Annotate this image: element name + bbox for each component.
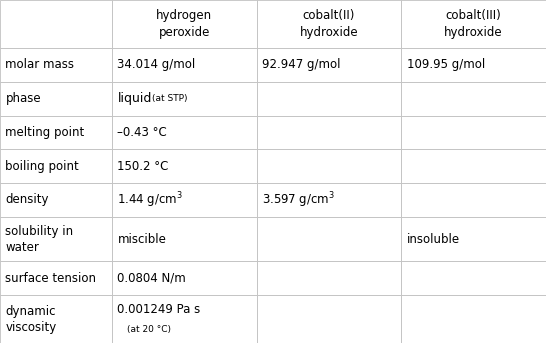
Text: solubility in
water: solubility in water xyxy=(5,225,74,253)
Bar xyxy=(401,48,546,82)
Bar xyxy=(112,116,257,149)
Text: miscible: miscible xyxy=(117,233,167,246)
Bar xyxy=(112,261,257,295)
Text: 1.44 g/cm$^3$: 1.44 g/cm$^3$ xyxy=(117,190,183,210)
Text: insoluble: insoluble xyxy=(407,233,460,246)
Text: melting point: melting point xyxy=(5,126,85,139)
Text: 150.2 °C: 150.2 °C xyxy=(117,160,169,173)
Bar xyxy=(112,82,257,116)
Text: 0.001249 Pa s: 0.001249 Pa s xyxy=(117,303,200,316)
Text: hydrogen
peroxide: hydrogen peroxide xyxy=(156,9,212,39)
Bar xyxy=(401,82,546,116)
Text: 109.95 g/mol: 109.95 g/mol xyxy=(407,58,485,71)
Bar xyxy=(112,295,257,343)
Bar xyxy=(257,116,401,149)
Bar xyxy=(257,149,401,183)
Text: cobalt(III)
hydroxide: cobalt(III) hydroxide xyxy=(444,9,503,39)
Text: 3.597 g/cm$^3$: 3.597 g/cm$^3$ xyxy=(262,190,335,210)
Text: (at 20 °C): (at 20 °C) xyxy=(127,325,171,334)
Bar xyxy=(401,183,546,217)
Bar xyxy=(401,116,546,149)
Bar xyxy=(112,48,257,82)
Bar xyxy=(0,261,112,295)
Bar xyxy=(257,295,401,343)
Bar xyxy=(112,217,257,261)
Text: surface tension: surface tension xyxy=(5,272,97,285)
Text: dynamic
viscosity: dynamic viscosity xyxy=(5,305,57,333)
Text: 92.947 g/mol: 92.947 g/mol xyxy=(262,58,341,71)
Text: –0.43 °C: –0.43 °C xyxy=(117,126,167,139)
Bar xyxy=(401,0,546,48)
Bar xyxy=(112,183,257,217)
Bar xyxy=(0,82,112,116)
Bar xyxy=(257,183,401,217)
Bar xyxy=(0,217,112,261)
Bar xyxy=(0,183,112,217)
Bar xyxy=(257,48,401,82)
Text: boiling point: boiling point xyxy=(5,160,79,173)
Bar xyxy=(0,0,112,48)
Text: density: density xyxy=(5,193,49,206)
Text: molar mass: molar mass xyxy=(5,58,74,71)
Bar xyxy=(0,116,112,149)
Bar xyxy=(112,0,257,48)
Bar xyxy=(257,0,401,48)
Text: (at STP): (at STP) xyxy=(152,94,187,103)
Bar xyxy=(401,149,546,183)
Bar xyxy=(401,217,546,261)
Text: 0.0804 N/m: 0.0804 N/m xyxy=(117,272,186,285)
Bar xyxy=(257,261,401,295)
Bar xyxy=(401,261,546,295)
Text: 34.014 g/mol: 34.014 g/mol xyxy=(117,58,195,71)
Bar xyxy=(0,48,112,82)
Text: cobalt(II)
hydroxide: cobalt(II) hydroxide xyxy=(300,9,358,39)
Bar xyxy=(0,295,112,343)
Bar xyxy=(257,217,401,261)
Bar xyxy=(112,149,257,183)
Text: phase: phase xyxy=(5,92,41,105)
Bar xyxy=(257,82,401,116)
Text: liquid: liquid xyxy=(117,92,152,105)
Bar xyxy=(401,295,546,343)
Bar xyxy=(0,149,112,183)
